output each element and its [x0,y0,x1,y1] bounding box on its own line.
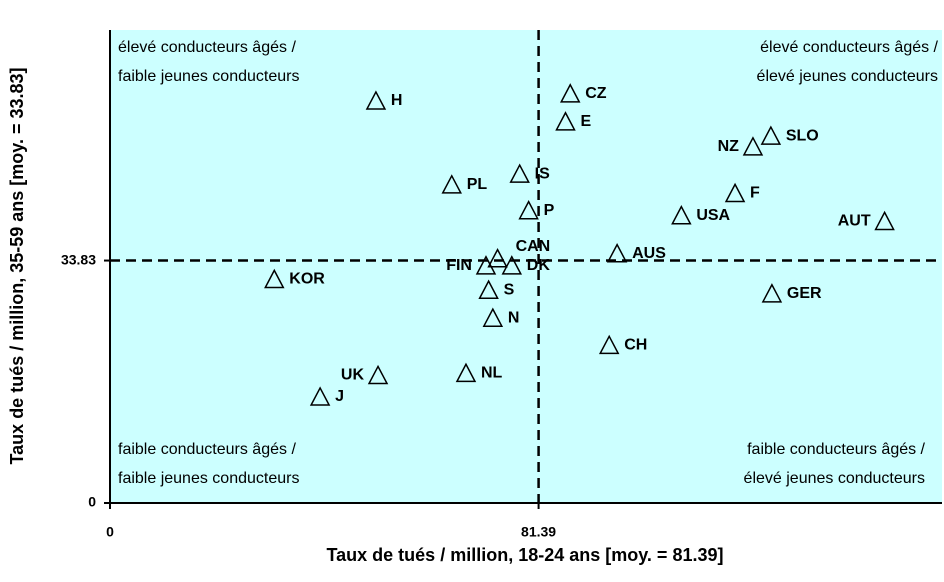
point-label: UK [341,367,365,384]
y-axis-label: Taux de tués / million, 35-59 ans [moy. … [7,68,27,465]
marker [606,242,628,263]
marker [264,268,285,289]
quadrant-label: faible jeunes conducteurs [118,68,299,85]
marker [478,279,499,299]
point-label: USA [696,207,730,224]
marker [455,362,477,383]
point-label: H [391,92,403,109]
marker [555,111,576,131]
marker [598,334,620,355]
marker [518,199,539,220]
marker [482,307,504,327]
point-label: IS [535,165,550,182]
quadrant-label: élevé conducteurs âgés / [760,39,938,56]
marker [761,283,783,303]
point-label: NL [481,365,503,382]
point-label: E [580,113,591,130]
point-label: NZ [718,138,740,155]
point-label: AUT [838,213,871,230]
marker [760,125,782,145]
point-label: J [335,388,344,405]
point-label: AUS [632,245,666,262]
marker [487,248,508,268]
marker [724,182,746,203]
y-tick-label: 33.83 [61,251,96,267]
point-label: FIN [446,257,472,274]
marker [309,386,331,406]
point-label: DK [527,257,551,274]
point-label: SLO [786,127,819,144]
x-axis-label: Taux de tués / million, 18-24 ans [moy. … [327,545,724,565]
marker [441,174,462,194]
point-label: GER [787,285,822,302]
quadrant-label: faible conducteurs âgés / [118,441,296,458]
point-label: CZ [585,85,607,102]
x-tick-label: 81.39 [521,524,556,540]
marker [509,163,530,183]
y-tick-label: 0 [88,494,96,510]
point-label: S [504,281,515,298]
point-label: CAN [516,238,551,255]
x-tick-label: 0 [106,524,114,540]
marker [874,210,895,231]
marker [501,255,523,275]
point-label: CH [624,337,647,354]
quadrant-label: élevé conducteurs âgés / [118,39,296,56]
point-label: KOR [289,271,325,288]
point-label: N [508,309,520,326]
point-label: P [544,202,555,219]
quadrant-label: élevé jeunes conducteurs [744,470,925,487]
quadrant-label: élevé jeunes conducteurs [757,68,938,85]
marker [559,83,581,103]
quadrant-label: faible jeunes conducteurs [118,470,299,487]
point-label: F [750,185,760,202]
marker [365,90,387,110]
marker [475,255,497,275]
marker [742,136,764,156]
marker [367,364,389,385]
point-label: PL [467,176,488,193]
plot-area [110,30,942,503]
marker [671,205,692,225]
quadrant-label: faible conducteurs âgés / [747,441,925,458]
